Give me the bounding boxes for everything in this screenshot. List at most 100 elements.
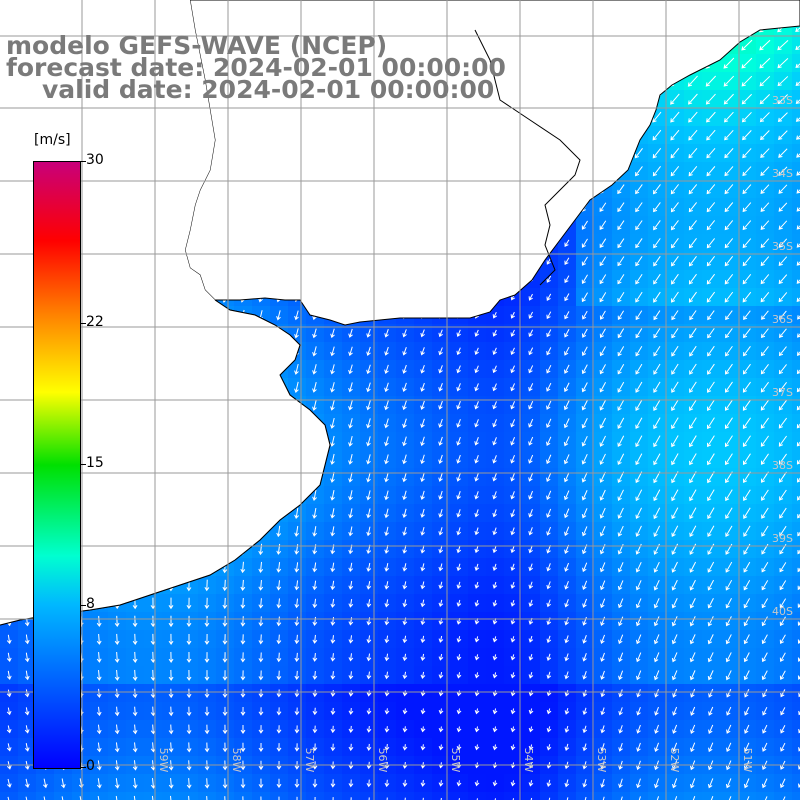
wind-arrow — [384, 436, 389, 447]
wind-arrow — [276, 598, 282, 609]
wind-arrow — [510, 383, 516, 392]
wind-arrow — [617, 435, 625, 448]
wind-arrow — [456, 509, 461, 518]
wind-arrow — [528, 454, 534, 464]
wind-arrow — [742, 291, 752, 303]
wind-cell — [684, 792, 702, 800]
wind-arrow — [780, 724, 786, 734]
wind-cell — [558, 792, 576, 800]
wind-arrow — [474, 365, 479, 374]
wind-arrow — [492, 636, 498, 643]
wind-arrow — [707, 417, 715, 430]
wind-arrow — [652, 111, 662, 123]
wind-arrow — [564, 346, 570, 356]
wind-arrow — [348, 671, 354, 680]
wind-cell — [324, 792, 342, 800]
wind-arrow — [402, 418, 407, 429]
wind-arrow — [725, 328, 733, 339]
wind-arrow — [294, 743, 300, 752]
wind-arrow — [761, 562, 769, 573]
wind-arrow — [456, 454, 461, 464]
wind-arrow — [386, 797, 388, 800]
wind-arrow — [778, 346, 787, 357]
wind-arrow — [438, 436, 443, 446]
wind-arrow — [744, 742, 750, 752]
wind-arrow — [795, 45, 800, 51]
wind-arrow — [528, 581, 534, 590]
wind-arrow — [797, 621, 800, 626]
wind-cell — [792, 576, 800, 594]
wind-arrow — [510, 672, 516, 679]
wind-arrow — [6, 707, 12, 716]
wind-arrow — [707, 525, 715, 538]
wind-arrow — [724, 435, 733, 448]
wind-arrow — [706, 129, 716, 141]
colorbar-tick-mark — [80, 605, 86, 607]
wind-arrow — [348, 436, 353, 447]
wind-arrow — [671, 616, 678, 627]
wind-arrow — [581, 453, 588, 465]
wind-arrow — [581, 364, 588, 375]
wind-arrow — [420, 563, 426, 572]
wind-arrow — [312, 381, 317, 393]
wind-arrow — [510, 708, 516, 715]
wind-arrow — [456, 436, 461, 446]
wind-arrow — [204, 670, 210, 681]
wind-arrow — [402, 490, 407, 501]
wind-arrow — [438, 329, 443, 338]
wind-arrow — [761, 471, 769, 483]
wind-arrow — [724, 291, 734, 303]
wind-arrow — [688, 273, 697, 285]
wind-arrow — [420, 365, 425, 374]
wind-arrow — [548, 797, 551, 800]
wind-arrow — [258, 634, 264, 645]
wind-arrow — [204, 742, 210, 753]
wind-arrow — [653, 328, 661, 339]
wind-arrow — [546, 454, 552, 465]
wind-arrow — [638, 796, 641, 800]
wind-arrow — [689, 670, 696, 681]
wind-arrow — [366, 526, 371, 537]
wind-arrow — [510, 401, 516, 410]
wind-arrow — [276, 310, 281, 321]
wind-arrow — [438, 454, 443, 464]
wind-arrow — [186, 742, 192, 753]
lon-label: 56W — [376, 748, 389, 773]
wind-arrow — [563, 472, 570, 483]
wind-arrow — [689, 525, 697, 538]
wind-arrow — [546, 744, 552, 751]
wind-arrow — [438, 599, 444, 608]
wind-arrow — [186, 597, 192, 610]
lon-label: 58W — [230, 748, 243, 773]
wind-arrow — [778, 381, 787, 393]
wind-arrow — [778, 399, 788, 411]
wind-arrow — [510, 654, 516, 661]
wind-arrow — [761, 634, 768, 645]
wind-cell — [792, 666, 800, 684]
wind-arrow — [150, 597, 156, 610]
wind-cell — [270, 792, 288, 800]
wind-arrow — [563, 364, 570, 374]
wind-cell — [792, 36, 800, 54]
wind-arrow — [620, 796, 623, 800]
wind-arrow — [222, 597, 228, 609]
wind-arrow — [726, 706, 732, 716]
wind-arrow — [402, 382, 407, 392]
wind-cell — [576, 792, 594, 800]
wind-arrow — [652, 129, 662, 141]
wind-arrow — [60, 778, 66, 789]
wind-arrow — [402, 653, 408, 662]
wind-arrow — [797, 657, 800, 662]
wind-arrow — [689, 561, 697, 573]
wind-arrow — [581, 471, 588, 483]
wind-cell — [792, 288, 800, 306]
wind-arrow — [761, 328, 769, 339]
wind-arrow — [654, 689, 659, 698]
wind-arrow — [348, 418, 353, 429]
wind-arrow — [652, 147, 662, 159]
wind-arrow — [635, 381, 643, 393]
wind-arrow — [6, 725, 12, 734]
wind-arrow — [420, 744, 426, 751]
wind-arrow — [546, 347, 552, 356]
wind-arrow — [563, 508, 570, 519]
